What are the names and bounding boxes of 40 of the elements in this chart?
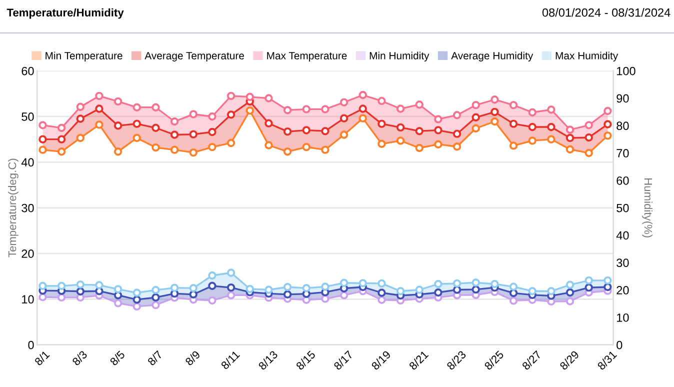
y2-tick-label: 80 bbox=[616, 122, 629, 130]
y-tick-label: 60 bbox=[22, 66, 34, 76]
legend-label: Max Temperature bbox=[267, 52, 347, 62]
text: 08/01/2024 - 08/31/2024 bbox=[542, 8, 670, 17]
x-tick-label: 8/5 bbox=[109, 350, 126, 366]
x-tick-label: 8/21 bbox=[408, 350, 429, 370]
chart-title: Temperature/Humidity bbox=[6, 8, 124, 19]
y2-tick-label: 50 bbox=[616, 204, 629, 212]
y-tick-label: 30 bbox=[22, 204, 34, 212]
y2-tick-label: 40 bbox=[616, 231, 629, 240]
y2-tick-label: 30 bbox=[616, 258, 629, 268]
y-tick-label: 10 bbox=[22, 295, 34, 304]
y-tick-label: 40 bbox=[21, 158, 34, 167]
y-axis-title: Temperature(deg.C) bbox=[8, 158, 18, 258]
legend-label: Average Temperature bbox=[144, 52, 244, 62]
y-tick-label: 0 bbox=[28, 340, 34, 350]
x-tick-label: 8/11 bbox=[220, 350, 240, 370]
y2-tick-label: 20 bbox=[616, 286, 629, 294]
y2-tick-label: 90 bbox=[616, 94, 629, 103]
y2-tick-label: 60 bbox=[616, 176, 629, 185]
legend-label: Average Humidity bbox=[451, 52, 534, 62]
x-tick-label: 8/7 bbox=[146, 350, 163, 366]
y2-tick-label: 0 bbox=[616, 340, 622, 350]
y-tick-label: 20 bbox=[22, 250, 34, 258]
y2-tick-label: 70 bbox=[616, 149, 629, 158]
y2-axis-title: Humidity(%) bbox=[642, 178, 652, 238]
x-tick-label: 8/31 bbox=[596, 350, 618, 370]
x-tick-label: 8/29 bbox=[559, 350, 580, 370]
y2-tick-label: 100 bbox=[617, 66, 636, 76]
y-tick-label: 50 bbox=[22, 112, 34, 121]
x-tick-label: 8/9 bbox=[184, 350, 201, 366]
y2-tick-label: 10 bbox=[617, 313, 629, 322]
x-tick-label: 8/13 bbox=[258, 350, 278, 370]
legend-label: Min Humidity bbox=[370, 52, 430, 62]
x-tick-label: 8/3 bbox=[72, 350, 88, 366]
x-tick-label: 8/19 bbox=[370, 350, 392, 370]
x-tick-label: 8/1 bbox=[34, 350, 50, 366]
legend-label: Max Humidity bbox=[556, 52, 618, 62]
x-tick-label: 8/23 bbox=[446, 350, 466, 370]
legend-label: Min Temperature bbox=[46, 52, 122, 62]
